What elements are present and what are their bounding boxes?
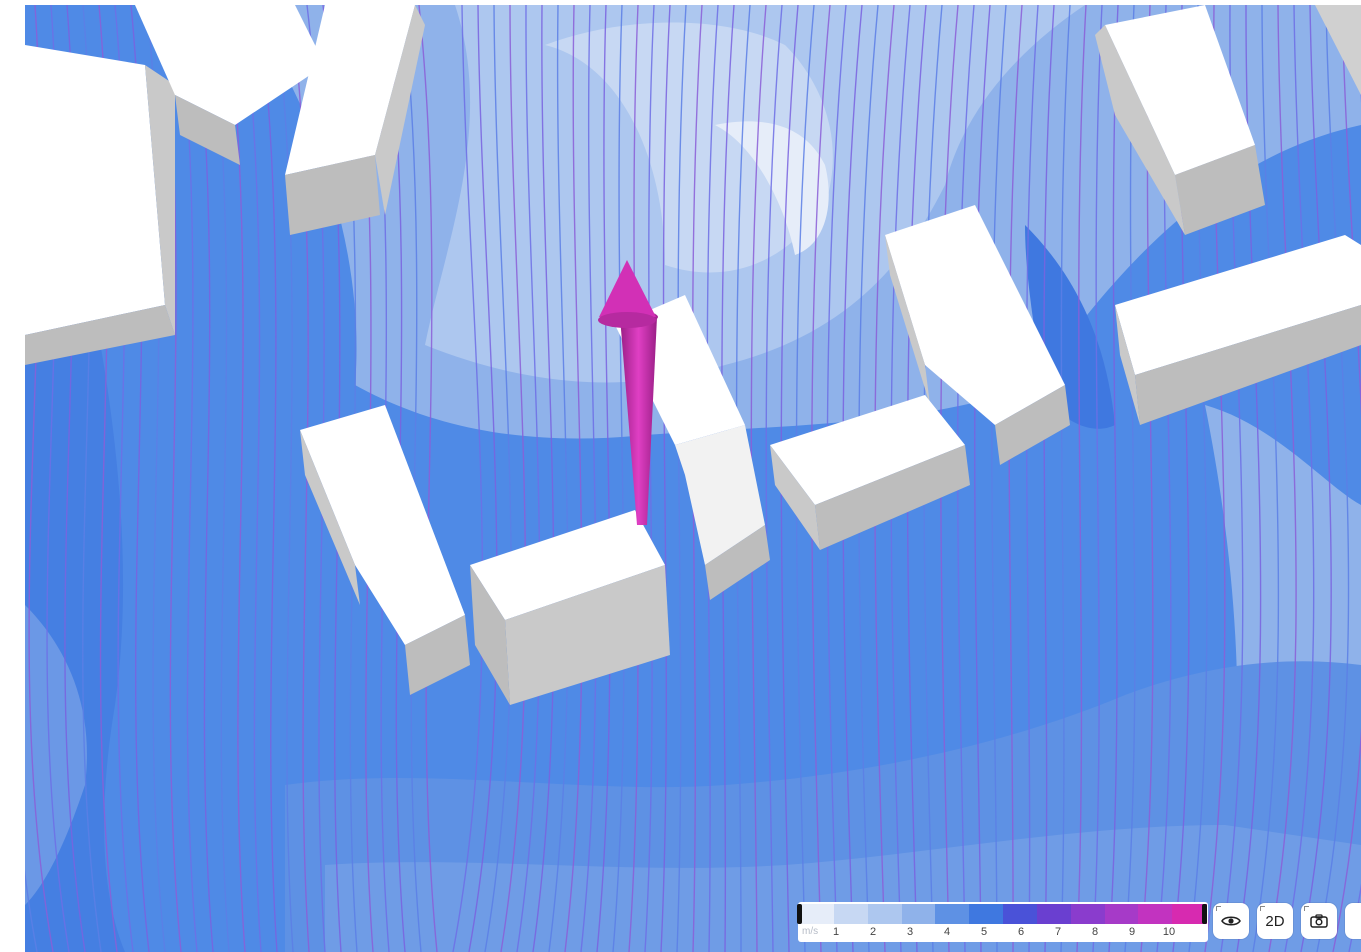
building bbox=[1315, 5, 1361, 95]
view-mode-label: 2D bbox=[1265, 912, 1285, 930]
view-mode-button[interactable]: 2D bbox=[1257, 903, 1293, 939]
legend-tick-label: 2 bbox=[869, 926, 877, 938]
legend-color-segment bbox=[1172, 904, 1207, 924]
streamline bbox=[1332, 5, 1361, 952]
streamline bbox=[226, 5, 246, 952]
wind-simulation-viewport[interactable] bbox=[25, 5, 1361, 952]
streamline bbox=[274, 5, 294, 952]
streamline bbox=[548, 5, 569, 952]
legend-tick-label: 3 bbox=[906, 926, 914, 938]
streamline bbox=[644, 5, 655, 952]
building bbox=[285, 5, 425, 235]
corner-mark bbox=[1304, 906, 1309, 911]
buildings bbox=[25, 5, 1361, 705]
legend-color-segment bbox=[867, 904, 903, 924]
building bbox=[470, 510, 670, 705]
streamline bbox=[612, 5, 625, 952]
corner-mark bbox=[1260, 906, 1265, 911]
streamline bbox=[1268, 5, 1297, 952]
legend-color-bar bbox=[800, 904, 1207, 924]
streamline bbox=[242, 5, 262, 952]
streamline bbox=[1092, 5, 1103, 952]
streamline bbox=[676, 5, 687, 952]
streamline bbox=[1284, 5, 1315, 952]
streamline bbox=[1076, 5, 1087, 952]
camera-icon bbox=[1310, 914, 1328, 928]
legend-color-segment bbox=[1138, 904, 1173, 924]
streamline bbox=[765, 5, 783, 952]
streamline bbox=[1043, 5, 1055, 952]
streamline bbox=[596, 5, 611, 952]
streamline bbox=[258, 5, 278, 952]
streamline bbox=[418, 5, 438, 952]
legend-color-segment bbox=[1036, 904, 1072, 924]
legend-tick-label: 6 bbox=[1017, 926, 1025, 938]
wind-direction-arrow[interactable] bbox=[598, 260, 658, 525]
streamline bbox=[660, 5, 671, 952]
streamline bbox=[564, 5, 583, 952]
legend-color-segment bbox=[901, 904, 936, 924]
streamline bbox=[1108, 5, 1119, 952]
streamline bbox=[1300, 5, 1332, 952]
corner-mark bbox=[1216, 906, 1221, 911]
streamline bbox=[1124, 5, 1136, 952]
streamline bbox=[580, 5, 597, 952]
legend-tick-label: 1 bbox=[832, 926, 840, 938]
legend-range-handle-min[interactable] bbox=[797, 904, 802, 924]
legend-color-segment bbox=[969, 904, 1004, 924]
eye-icon bbox=[1221, 916, 1241, 926]
streamline bbox=[178, 5, 198, 952]
streamline bbox=[974, 5, 991, 952]
streamline bbox=[1252, 5, 1280, 952]
more-controls-button[interactable] bbox=[1345, 903, 1361, 939]
legend-color-segment bbox=[935, 904, 970, 924]
streamline bbox=[516, 5, 541, 952]
streamline bbox=[468, 5, 498, 952]
streamline bbox=[1316, 5, 1350, 952]
building bbox=[300, 405, 470, 695]
legend-tick-label: 8 bbox=[1091, 926, 1099, 938]
legend-color-segment bbox=[800, 904, 835, 924]
legend-unit-label: m/s bbox=[802, 926, 819, 937]
building bbox=[1095, 5, 1265, 235]
building bbox=[885, 205, 1070, 465]
building bbox=[1115, 235, 1361, 425]
legend-tick-label: 5 bbox=[980, 926, 988, 938]
building bbox=[25, 45, 175, 365]
streamline bbox=[991, 5, 1007, 952]
building bbox=[135, 5, 325, 165]
legend-color-segment bbox=[833, 904, 869, 924]
streamline bbox=[500, 5, 527, 952]
streamline bbox=[532, 5, 555, 952]
streamline bbox=[1025, 5, 1039, 952]
legend-color-segment bbox=[1003, 904, 1038, 924]
visibility-toggle-button[interactable] bbox=[1213, 903, 1249, 939]
legend-range-handle-max[interactable] bbox=[1202, 904, 1207, 924]
screenshot-button[interactable] bbox=[1301, 903, 1337, 939]
streamline bbox=[1008, 5, 1023, 952]
legend-tick-label: 7 bbox=[1054, 926, 1062, 938]
legend-color-segment bbox=[1104, 904, 1139, 924]
streamline bbox=[452, 5, 484, 952]
legend-tick-label: 4 bbox=[943, 926, 951, 938]
legend-tick-label: 9 bbox=[1128, 926, 1136, 938]
wind-field-scene bbox=[25, 5, 1361, 952]
streamline bbox=[1060, 5, 1071, 952]
legend-color-segment bbox=[1070, 904, 1106, 924]
building bbox=[770, 395, 970, 550]
streamline bbox=[484, 5, 513, 952]
legend-tick-label: 10 bbox=[1162, 926, 1176, 938]
